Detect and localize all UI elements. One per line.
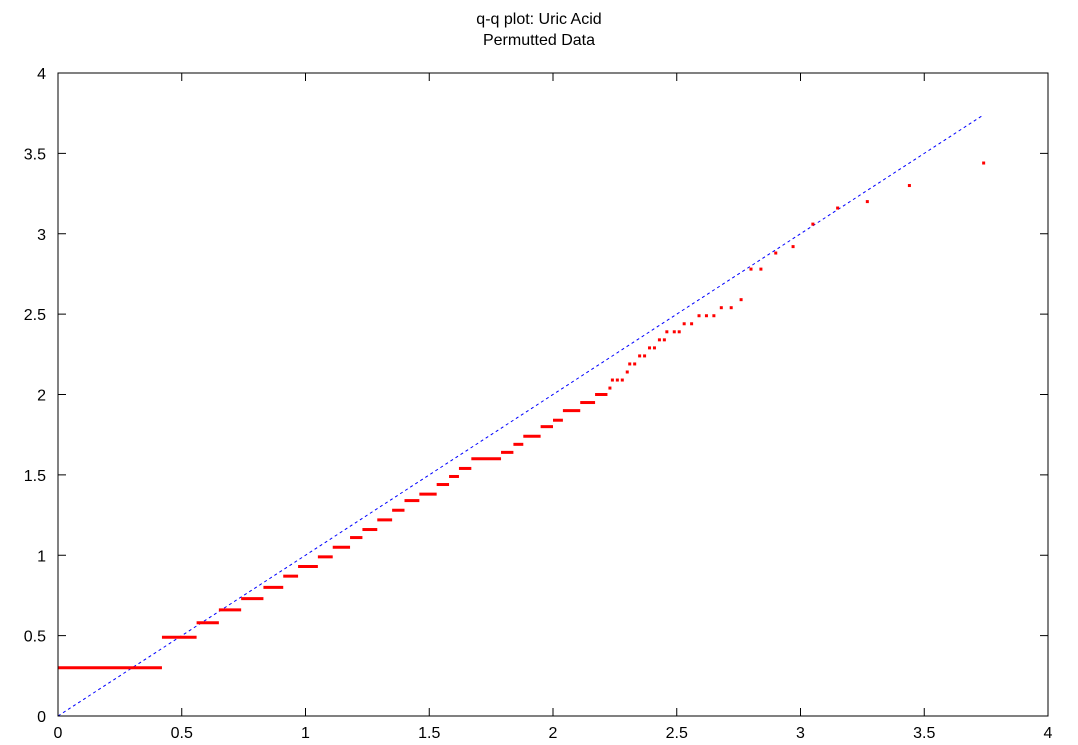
data-point-23	[739, 298, 743, 302]
data-point-8	[643, 354, 647, 358]
y-tick-label-0: 0	[37, 709, 46, 726]
data-point-30	[865, 200, 869, 204]
y-tick-label-6: 3	[37, 227, 46, 244]
data-point-28	[811, 222, 815, 226]
data-point-13	[665, 330, 669, 334]
data-point-11	[657, 338, 661, 342]
data-points-layer	[58, 161, 986, 670]
data-point-21	[719, 306, 723, 310]
x-tick-label-5: 2.5	[666, 725, 688, 742]
x-tick-label-4: 2	[549, 725, 558, 742]
data-point-22	[729, 306, 733, 310]
data-point-27	[791, 245, 795, 249]
y-tick-label-1: 0.5	[24, 629, 46, 646]
y-tick-label-4: 2	[37, 388, 46, 405]
y-tick-label-7: 3.5	[24, 146, 46, 163]
data-point-20	[712, 314, 716, 318]
y-tick-label-5: 2.5	[24, 307, 46, 324]
data-point-3	[620, 378, 624, 382]
reference-line-layer	[57, 114, 984, 717]
plot-frame	[57, 72, 1049, 717]
x-tick-label-0: 0	[54, 725, 63, 742]
x-tick-label-1: 0.5	[171, 725, 193, 742]
data-point-2	[615, 378, 619, 382]
data-point-29	[836, 206, 840, 210]
chart-subtitle: Permutted Data	[483, 32, 595, 49]
data-point-10	[652, 346, 656, 350]
y-tick-label-3: 1.5	[24, 468, 46, 485]
y-tick-label-2: 1	[37, 548, 46, 565]
x-tick-label-7: 3.5	[913, 725, 935, 742]
data-point-4	[625, 370, 629, 374]
data-point-31	[907, 184, 911, 188]
data-point-26	[774, 251, 778, 255]
x-tick-label-8: 4	[1044, 725, 1053, 742]
data-point-17	[690, 322, 694, 326]
data-point-19	[704, 314, 708, 318]
data-point-32	[982, 161, 986, 165]
axis-ticks-layer: 0 0.5 1 1.5 2 2.5 3 3.5 4 0 0.5 1 1.5 2 2.5 3 3.5 4	[24, 66, 1053, 742]
data-point-5	[628, 362, 632, 366]
data-point-6	[633, 362, 637, 366]
data-point-1	[610, 378, 614, 382]
data-point-7	[638, 354, 642, 358]
x-tick-label-3: 1.5	[418, 725, 440, 742]
data-point-24	[749, 267, 753, 271]
data-point-14	[672, 330, 676, 334]
data-point-9	[648, 346, 652, 350]
y-tick-label-8: 4	[37, 66, 46, 83]
chart-title: q-q plot: Uric Acid	[476, 11, 601, 28]
data-point-16	[682, 322, 686, 326]
data-point-0	[608, 386, 612, 390]
data-point-12	[662, 338, 666, 342]
data-point-18	[697, 314, 701, 318]
data-point-15	[677, 330, 681, 334]
data-point-25	[759, 267, 763, 271]
x-tick-label-2: 1	[301, 725, 310, 742]
reference-line	[57, 114, 984, 717]
x-tick-label-6: 3	[796, 725, 805, 742]
